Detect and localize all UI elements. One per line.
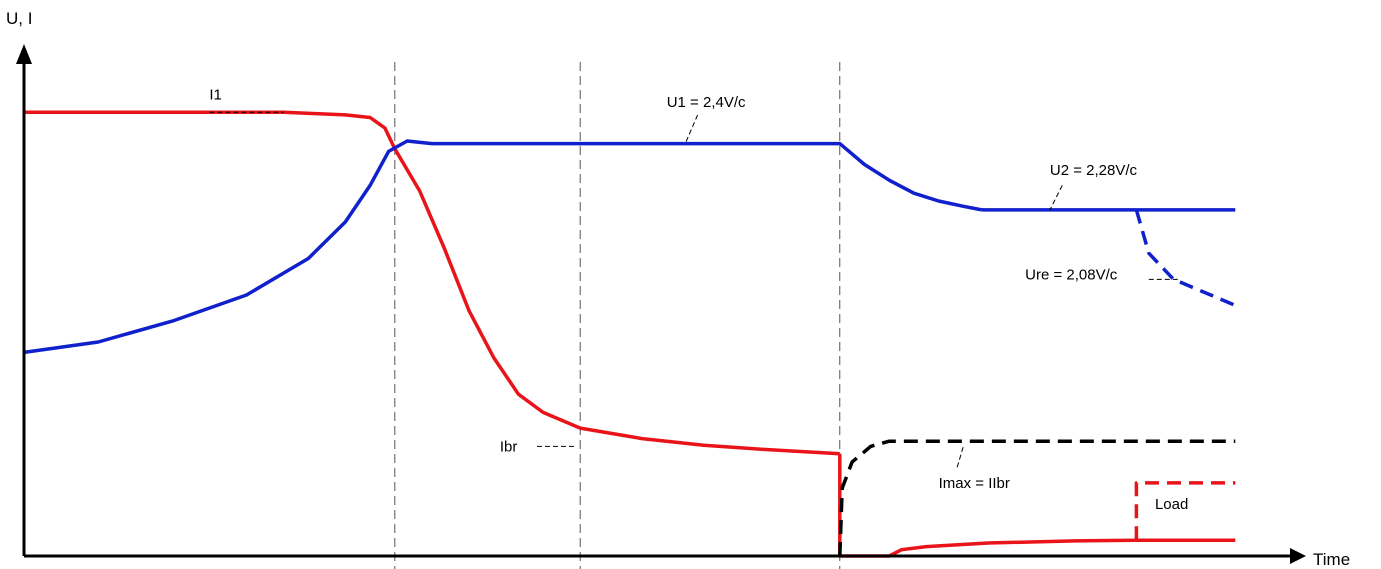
annotation-label-5: Ibr bbox=[500, 439, 518, 456]
annotation-leaders bbox=[209, 111, 1180, 468]
axes bbox=[16, 44, 1306, 564]
x-axis-arrow-icon bbox=[1290, 548, 1306, 564]
series-line-imax-iibr-7 bbox=[838, 439, 1236, 557]
annotation-label-2: U1 = 2,4V/c bbox=[667, 94, 746, 111]
annotation-label-7: Load bbox=[1155, 496, 1188, 513]
y-axis-arrow-icon bbox=[16, 44, 32, 64]
phase-guide-lines bbox=[394, 62, 841, 569]
annotation-label-1: I1 bbox=[209, 86, 222, 103]
annotation-labels: I1 U1 = 2,4V/c U2 = 2,28V/c Ure = 2,08V/c Ib… bbox=[209, 86, 1188, 513]
series-layer bbox=[23, 110, 1236, 558]
annotation-label-4: Ure = 2,08V/c bbox=[1025, 266, 1118, 283]
annotation-leader-3 bbox=[1049, 185, 1063, 211]
x-axis-title: Time bbox=[1313, 550, 1350, 569]
annotation-label-6: Imax = IIbr bbox=[939, 475, 1010, 492]
annotation-leader-6 bbox=[956, 446, 964, 468]
series-line-load-3 bbox=[1134, 481, 1236, 541]
y-axis-title: U, I bbox=[6, 9, 32, 28]
series-line-ure-2-08v-c-6 bbox=[1134, 209, 1236, 308]
annotation-leader-2 bbox=[684, 114, 699, 144]
series-line-i1-1 bbox=[24, 110, 840, 456]
annotation-label-3: U2 = 2,28V/c bbox=[1050, 162, 1138, 179]
series-line-u1-2-4v-c-4 bbox=[23, 139, 983, 355]
